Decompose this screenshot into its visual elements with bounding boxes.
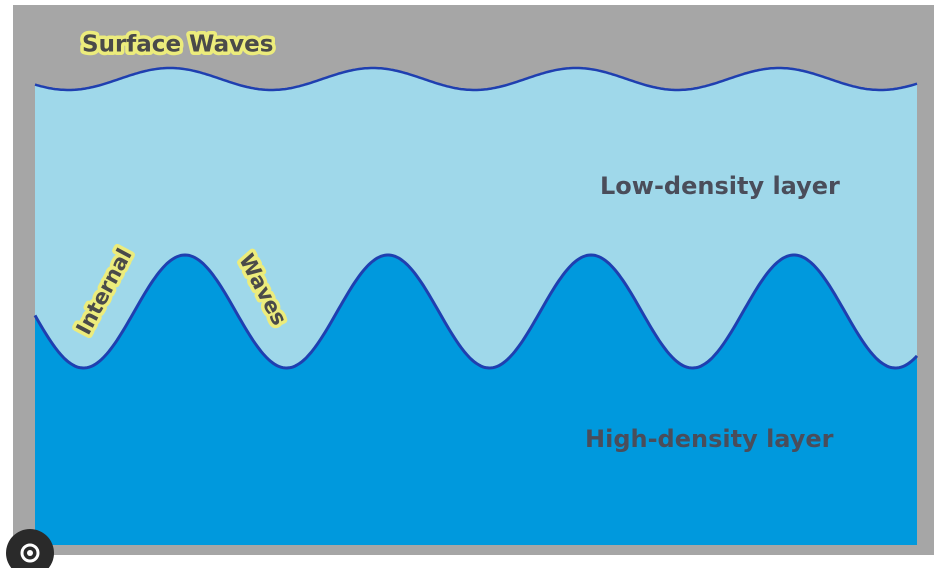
diagram: Surface Waves Internal Waves Low-density… xyxy=(0,0,934,568)
surface-label: Surface Waves xyxy=(82,32,273,58)
layer-label: Low-density layer xyxy=(600,172,840,200)
layer-label: High-density layer xyxy=(585,425,834,453)
